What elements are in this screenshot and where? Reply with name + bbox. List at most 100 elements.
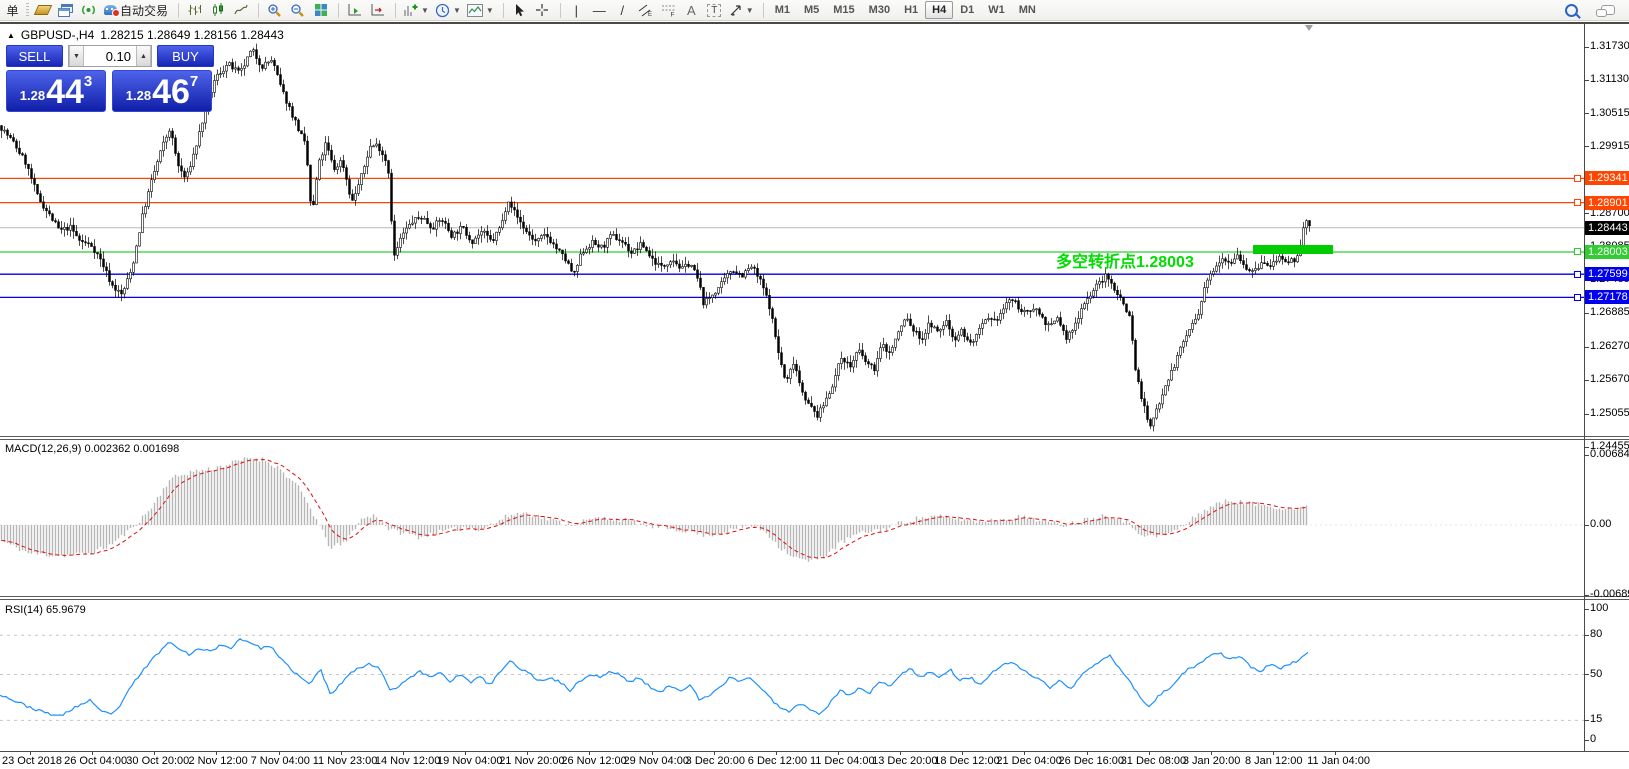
trendline-button[interactable]: / bbox=[620, 2, 625, 18]
hline-handle[interactable] bbox=[1574, 270, 1581, 278]
chat-button[interactable] bbox=[1595, 1, 1618, 20]
search-button[interactable] bbox=[1561, 1, 1582, 20]
price-level-badge: 1.27178 bbox=[1585, 290, 1629, 305]
macd-tick-mark bbox=[1584, 594, 1589, 596]
tf-h4-button[interactable]: H4 bbox=[925, 1, 954, 19]
time-axis-label: 30 Oct 20:00 bbox=[126, 755, 190, 767]
time-tick-mark bbox=[1210, 752, 1212, 755]
channel-button[interactable]: E bbox=[635, 1, 656, 20]
rsi-tick-label: 0 bbox=[1590, 733, 1597, 745]
profiles-button[interactable] bbox=[55, 1, 76, 20]
line-chart-button[interactable] bbox=[230, 1, 251, 20]
fibonacci-button[interactable]: F bbox=[658, 1, 679, 20]
price-tick-label: 1.26885 bbox=[1590, 306, 1629, 319]
price-tick-mark bbox=[1584, 446, 1589, 448]
tf-mn-button[interactable]: MN bbox=[1018, 4, 1036, 16]
price-tick-mark bbox=[1584, 413, 1589, 415]
new-order-button[interactable]: 单 bbox=[2, 1, 23, 20]
time-axis-label: 7 Nov 04:00 bbox=[250, 755, 310, 767]
collapse-triangle-icon[interactable]: ▲ bbox=[7, 30, 15, 40]
hline-handle[interactable] bbox=[1574, 293, 1581, 301]
time-axis[interactable]: 23 Oct 2018 26 Oct 04:00 30 Oct 20:00 2 Nov… bbox=[0, 751, 1629, 769]
periods-button[interactable]: ▼ bbox=[433, 1, 463, 20]
toolbar-separator bbox=[258, 2, 260, 18]
zoom-out-button[interactable] bbox=[287, 1, 308, 20]
tf-w1-button[interactable]: W1 bbox=[988, 4, 1005, 16]
macd-pane[interactable] bbox=[0, 440, 1584, 596]
bar-chart-button[interactable] bbox=[184, 1, 205, 20]
tf-m5-button[interactable]: M5 bbox=[803, 4, 820, 16]
sell-price-prefix: 1.28 bbox=[19, 88, 46, 103]
time-axis-label: 21 Nov 20:00 bbox=[499, 755, 565, 767]
tf-d1-button[interactable]: D1 bbox=[960, 4, 975, 16]
candlestick-icon bbox=[212, 3, 223, 16]
hline-handle[interactable] bbox=[1574, 248, 1581, 256]
time-axis-label: 26 Oct 04:00 bbox=[64, 755, 128, 767]
tf-h1-button[interactable]: H1 bbox=[904, 4, 919, 16]
pane-splitter[interactable] bbox=[0, 596, 1629, 600]
volume-up-button[interactable]: ▲ bbox=[136, 46, 151, 66]
candlestick-button[interactable] bbox=[207, 1, 228, 20]
time-axis-label: 19 Nov 04:00 bbox=[437, 755, 503, 767]
auto-scroll-button[interactable] bbox=[344, 1, 365, 20]
time-tick-mark bbox=[527, 752, 529, 755]
macd-label: MACD(12,26,9) 0.002362 0.001698 bbox=[5, 443, 180, 455]
buy-button[interactable]: BUY bbox=[157, 45, 214, 67]
hline-handle[interactable] bbox=[1574, 199, 1581, 207]
templates-button[interactable]: ▼ bbox=[465, 1, 496, 20]
time-tick-mark bbox=[713, 752, 715, 755]
autotrading-label: 自动交易 bbox=[120, 3, 169, 18]
price-tick-mark bbox=[1584, 312, 1589, 314]
price-tick-mark bbox=[1584, 113, 1589, 115]
horizontal-line-button[interactable]: — bbox=[592, 2, 606, 18]
ohlc-values: 1.28215 1.28649 1.28156 1.28443 bbox=[100, 28, 284, 42]
rsi-tick-mark bbox=[1584, 608, 1589, 610]
price-level-badge: 1.29341 bbox=[1585, 171, 1629, 186]
toolbar: 单 自动交易 bbox=[0, 0, 1629, 21]
rsi-pane[interactable] bbox=[0, 600, 1584, 751]
price-tick-label: 1.26270 bbox=[1590, 340, 1629, 353]
toolbar-separator bbox=[559, 2, 561, 18]
tf-m15-button[interactable]: M15 bbox=[833, 4, 855, 16]
hline-handle[interactable] bbox=[1574, 174, 1581, 182]
volume-value[interactable]: 0.10 bbox=[105, 48, 131, 64]
tile-windows-icon bbox=[314, 4, 327, 16]
chart-shift-button[interactable] bbox=[367, 1, 388, 20]
price-pane[interactable] bbox=[0, 24, 1584, 437]
buy-price-panel[interactable]: 1.28 46 7 bbox=[112, 70, 212, 112]
time-tick-mark bbox=[465, 752, 467, 755]
text-button[interactable]: A bbox=[681, 1, 702, 20]
signals-button[interactable] bbox=[78, 1, 99, 20]
tile-windows-button[interactable] bbox=[310, 1, 331, 20]
zoom-out-icon bbox=[291, 3, 304, 17]
annotation-green-bar[interactable] bbox=[1253, 245, 1333, 254]
time-tick-mark bbox=[1148, 752, 1150, 755]
pane-splitter[interactable] bbox=[0, 436, 1629, 440]
buy-price-prefix: 1.28 bbox=[125, 88, 152, 103]
zoom-in-button[interactable] bbox=[264, 1, 285, 20]
tf-m30-button[interactable]: M30 bbox=[868, 4, 891, 16]
sell-price-sup: 3 bbox=[83, 73, 93, 90]
sell-button[interactable]: SELL bbox=[6, 45, 63, 67]
cursor-button[interactable] bbox=[509, 1, 530, 20]
price-tick-mark bbox=[1584, 213, 1589, 215]
crosshair-button[interactable] bbox=[532, 1, 553, 20]
autotrading-button[interactable]: 自动交易 bbox=[101, 1, 171, 20]
equidistant-channel-icon: E bbox=[638, 4, 652, 17]
arrows-button[interactable]: ▼ bbox=[727, 1, 756, 20]
volume-down-button[interactable]: ▼ bbox=[69, 46, 84, 66]
vertical-line-button[interactable]: | bbox=[574, 2, 578, 18]
time-tick-mark bbox=[589, 752, 591, 755]
new-chart-button[interactable] bbox=[32, 1, 53, 20]
price-tick-label: 1.31130 bbox=[1590, 73, 1629, 85]
text-label-button[interactable]: T bbox=[704, 1, 725, 20]
tf-m1-button[interactable]: M1 bbox=[774, 4, 790, 16]
indicators-button[interactable]: ▼ bbox=[401, 1, 431, 20]
chart-window[interactable]: ▲ GBPUSD-,H4 1.28215 1.28649 1.28156 1.2… bbox=[0, 22, 1629, 769]
price-tick-label: 1.25670 bbox=[1590, 373, 1629, 386]
sell-price-panel[interactable]: 1.28 44 3 bbox=[6, 70, 106, 112]
rsi-tick-mark bbox=[1584, 739, 1589, 741]
text-tool-glyph: A bbox=[686, 2, 696, 18]
turning-point-annotation[interactable]: 多空转折点1.28003 bbox=[1056, 254, 1194, 271]
price-tick-label: 1.25055 bbox=[1590, 407, 1629, 420]
